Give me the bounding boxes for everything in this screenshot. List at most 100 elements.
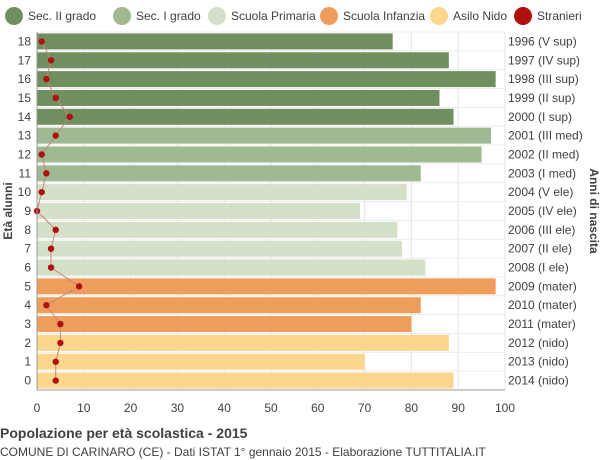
y-tick-label: 14 (18, 110, 32, 124)
right-tick-label: 2009 (mater) (508, 279, 577, 293)
y-tick-label: 1 (24, 355, 31, 369)
y-tick-label: 9 (24, 204, 31, 218)
stranieri-point (52, 226, 59, 234)
y-tick-label: 7 (24, 242, 31, 256)
legend-label: Sec. I grado (136, 9, 201, 23)
bar (37, 259, 426, 276)
stranieri-point (57, 339, 64, 347)
right-tick-label: 2014 (nido) (508, 374, 569, 388)
x-tick-label: 90 (452, 401, 466, 415)
legend-swatch (208, 7, 226, 25)
bar (37, 334, 449, 351)
bar (37, 240, 403, 257)
bar (37, 71, 496, 88)
right-tick-label: 2013 (nido) (508, 355, 569, 369)
y-tick-label: 4 (24, 298, 31, 312)
bar (37, 127, 491, 144)
y-tick-label: 18 (18, 34, 32, 48)
bar (37, 372, 454, 389)
legend-item-sec-i-grado: Sec. I grado (113, 7, 201, 25)
x-tick-label: 70 (358, 401, 372, 415)
right-axis-title: Anni di nascita (587, 168, 600, 254)
x-tick-label: 0 (34, 401, 41, 415)
right-tick-label: 1997 (IV sup) (508, 53, 580, 67)
y-tick-label: 8 (24, 223, 31, 237)
bar (37, 278, 496, 295)
y-tick-label: 5 (24, 279, 31, 293)
right-tick-label: 2004 (V ele) (508, 185, 573, 199)
legend-label: Scuola Primaria (231, 9, 316, 23)
legend-item-sec-ii-grado: Sec. II grado (5, 7, 96, 25)
x-tick-label: 100 (495, 401, 515, 415)
y-tick-label: 0 (24, 374, 31, 388)
bar (37, 221, 398, 238)
chart-source: COMUNE DI CARINARO (CE) - Dati ISTAT 1° … (0, 445, 486, 459)
bar (37, 52, 449, 69)
stranieri-point (43, 302, 50, 309)
right-tick-label: 2002 (II med) (508, 147, 579, 161)
right-tick-label: 2003 (I med) (508, 166, 576, 180)
right-tick-label: 1998 (III sup) (508, 72, 579, 86)
right-tick-label: 2001 (III med) (508, 129, 583, 143)
y-tick-label: 11 (19, 166, 32, 180)
chart-title: Popolazione per età scolastica - 2015 (0, 425, 248, 441)
stranieri-point (43, 75, 50, 83)
legend-swatch (430, 7, 448, 25)
right-tick-label: 2010 (mater) (508, 298, 577, 312)
stranieri-point (66, 113, 73, 120)
right-tick-label: 2007 (II ele) (508, 242, 572, 256)
legend-swatch (113, 7, 131, 25)
bar (37, 353, 365, 370)
x-tick-label: 10 (77, 401, 91, 415)
stranieri-point (57, 320, 64, 328)
right-tick-label: 2005 (IV ele) (508, 204, 577, 218)
bar (37, 297, 421, 314)
right-tick-label: 2011 (mater) (508, 317, 576, 331)
legend-item-asilo-nido: Asilo Nido (430, 7, 507, 25)
stranieri-point (38, 151, 45, 158)
bar (37, 184, 407, 201)
x-tick-label: 60 (311, 401, 325, 415)
bar (37, 108, 454, 125)
bar (37, 89, 440, 106)
right-tick-label: 1996 (V sup) (508, 34, 577, 48)
y-tick-label: 3 (24, 317, 31, 331)
stranieri-point (52, 94, 59, 102)
stranieri-point (47, 264, 55, 271)
y-tick-label: 2 (24, 336, 31, 350)
stranieri-point (43, 170, 50, 177)
bar (37, 203, 360, 219)
x-tick-label: 40 (218, 401, 232, 415)
legend-label: Stranieri (537, 9, 582, 23)
y-tick-label: 13 (18, 129, 32, 143)
stranieri-point (52, 358, 59, 365)
x-tick-label: 20 (124, 401, 138, 415)
right-tick-label: 2008 (I ele) (508, 261, 569, 275)
y-axis-title: Età alunni (1, 182, 15, 239)
right-tick-label: 2012 (nido) (508, 336, 569, 350)
stranieri-point (38, 38, 45, 45)
bar (37, 33, 393, 50)
legend-item-scuola-infanzia: Scuola Infanzia (320, 7, 425, 25)
y-tick-label: 6 (24, 261, 31, 275)
stranieri-point (75, 283, 83, 290)
chart-legend: Sec. II grado Sec. I grado Scuola Primar… (0, 0, 600, 30)
stranieri-point (47, 57, 55, 64)
legend-item-stranieri: Stranieri (514, 7, 582, 25)
bar (37, 146, 482, 163)
stranieri-point (52, 377, 59, 384)
legend-swatch (514, 7, 532, 25)
y-tick-label: 17 (18, 53, 32, 67)
bar-chart: 0 10 20 30 40 50 60 70 80 90 100181716151413121110… (1, 31, 600, 415)
y-tick-label: 15 (18, 91, 32, 105)
bar (37, 316, 412, 333)
right-tick-label: 1999 (II sup) (508, 91, 575, 105)
stranieri-point (38, 188, 45, 196)
stranieri-point (52, 132, 59, 139)
legend-item-scuola-primaria: Scuola Primaria (208, 7, 316, 25)
right-tick-label: 2006 (III ele) (508, 223, 575, 237)
bar (37, 165, 421, 182)
x-tick-label: 80 (405, 401, 419, 415)
y-tick-label: 16 (18, 72, 32, 86)
y-tick-label: 10 (18, 185, 32, 199)
